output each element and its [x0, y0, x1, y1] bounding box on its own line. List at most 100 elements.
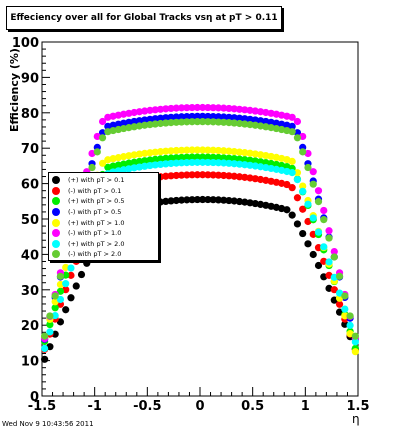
data-point	[193, 112, 201, 120]
data-point	[67, 294, 75, 302]
legend-marker	[52, 218, 60, 227]
data-point	[146, 149, 154, 157]
data-point	[304, 163, 312, 172]
data-point	[177, 146, 186, 154]
data-point	[346, 321, 354, 329]
legend-label: (+) with pT > 0.1	[68, 176, 125, 185]
data-point	[188, 171, 196, 179]
data-point	[172, 196, 180, 205]
legend-marker	[52, 250, 60, 259]
legend-marker	[52, 176, 60, 185]
data-point	[299, 182, 307, 190]
data-point	[183, 112, 191, 121]
data-point	[167, 154, 175, 162]
y-tick-label: 50	[21, 213, 39, 228]
data-point	[309, 180, 317, 188]
data-point	[314, 228, 323, 236]
legend-marker	[52, 186, 60, 195]
data-point	[225, 196, 233, 205]
data-point	[288, 169, 296, 177]
y-tick-label: 0	[30, 390, 39, 405]
data-point	[288, 128, 296, 136]
data-point	[351, 338, 359, 346]
data-point	[293, 169, 302, 177]
data-point	[135, 117, 144, 125]
data-point	[283, 206, 291, 214]
data-point	[225, 147, 233, 155]
data-point	[151, 161, 159, 169]
data-point	[172, 113, 180, 121]
legend-marker	[52, 197, 60, 206]
data-point	[341, 312, 349, 320]
data-point	[56, 318, 65, 326]
data-point	[235, 173, 244, 181]
data-point	[41, 355, 49, 363]
data-point	[256, 117, 265, 125]
data-point	[193, 171, 201, 179]
data-point	[46, 320, 54, 329]
data-point	[214, 146, 223, 155]
data-point	[130, 123, 138, 131]
data-point	[225, 172, 233, 180]
data-point	[241, 198, 249, 206]
data-point	[51, 292, 59, 300]
data-point	[214, 118, 223, 126]
legend-entry: (+) with pT > 0.5	[51, 196, 158, 207]
data-point	[146, 121, 154, 129]
data-point	[188, 153, 196, 161]
data-point	[241, 156, 249, 164]
data-point	[46, 312, 54, 320]
legend-marker	[52, 208, 60, 217]
data-point	[241, 106, 249, 114]
data-point	[230, 119, 238, 127]
data-point	[225, 119, 233, 127]
data-point	[204, 171, 212, 179]
data-point	[183, 146, 191, 154]
data-point	[204, 118, 212, 126]
data-point	[209, 171, 217, 179]
legend-marker	[52, 229, 60, 238]
x-tick-label: -1	[87, 399, 101, 414]
data-point	[235, 160, 244, 168]
data-point	[188, 103, 196, 112]
data-point	[330, 253, 338, 261]
data-point	[283, 180, 291, 189]
data-point	[251, 121, 259, 129]
data-point	[293, 194, 302, 202]
data-point	[209, 153, 217, 161]
data-point	[141, 162, 149, 170]
data-point	[246, 149, 254, 157]
data-point	[230, 160, 238, 168]
data-point	[193, 153, 201, 161]
data-point	[251, 116, 259, 124]
data-point	[335, 289, 344, 297]
data-point	[309, 168, 317, 176]
data-point	[209, 104, 217, 112]
data-point	[241, 173, 249, 181]
data-point	[141, 121, 149, 129]
data-point	[193, 195, 201, 204]
data-point	[130, 151, 138, 159]
legend-label: (+) with pT > 1.0	[68, 218, 125, 227]
data-point	[151, 148, 159, 156]
timestamp: Wed Nov 9 10:43:56 2011	[2, 420, 94, 428]
data-point	[167, 197, 175, 205]
data-point	[177, 153, 186, 162]
data-point	[98, 117, 107, 126]
data-point	[251, 157, 259, 165]
data-point	[209, 146, 217, 154]
data-point	[351, 332, 359, 340]
chart-title: Effeciency over all for Global Tracks vs…	[6, 6, 282, 30]
y-axis: 0 10 20 30 40 50 60 70 80 90 100	[12, 36, 50, 405]
data-point	[293, 220, 302, 228]
data-point	[98, 159, 107, 167]
data-point	[225, 104, 233, 113]
data-point	[162, 114, 170, 122]
data-point	[141, 157, 149, 165]
y-tick-label: 90	[21, 71, 39, 86]
y-tick-label: 10	[21, 355, 39, 370]
data-point	[246, 174, 254, 182]
data-point	[230, 114, 238, 122]
y-tick-label: 20	[21, 319, 39, 334]
data-point	[162, 119, 170, 127]
